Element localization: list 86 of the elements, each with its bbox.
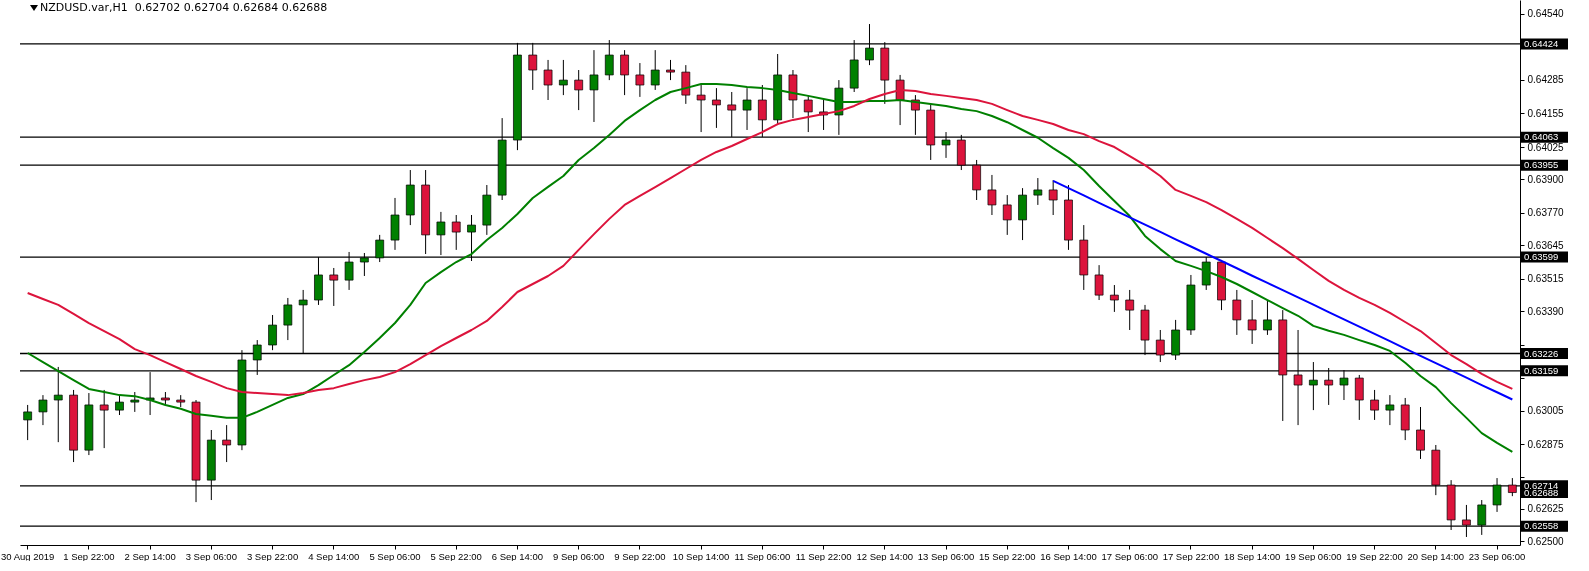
- candlestick: [1094, 264, 1104, 301]
- x-tick-label: 3 Sep 06:00: [185, 550, 237, 562]
- x-tick-label: 1 Sep 22:00: [63, 550, 115, 562]
- candlestick: [130, 391, 140, 413]
- candlestick: [1247, 299, 1257, 345]
- x-tick-label: 6 Sep 14:00: [491, 550, 544, 562]
- ref-line-label: 0.62558: [1524, 520, 1559, 532]
- candlestick: [589, 49, 599, 123]
- y-tick-label: 0.62625: [1527, 503, 1565, 515]
- ref-line-label: 0.63955: [1524, 159, 1559, 171]
- candlestick: [1416, 406, 1425, 460]
- candlestick: [1110, 284, 1119, 313]
- ref-line-label: 0.62714: [1524, 479, 1559, 491]
- candlestick: [635, 62, 645, 98]
- y-tick-label: 0.64155: [1527, 107, 1565, 119]
- candlestick: [53, 366, 63, 443]
- ref-line-label: 0.63599: [1524, 251, 1559, 263]
- candlestick: [742, 87, 752, 131]
- ref-line-label: 0.64424: [1524, 37, 1559, 49]
- candlestick: [987, 174, 997, 216]
- candlestick: [268, 314, 277, 351]
- x-tick-label: 30 Aug 2019: [0, 550, 55, 562]
- candlestick: [1263, 299, 1272, 336]
- x-tick-label: 16 Sep 14:00: [1040, 550, 1097, 562]
- x-tick-label: 11 Sep 22:00: [795, 550, 852, 562]
- candlestick: [283, 297, 293, 341]
- y-tick-label: 0.62875: [1527, 438, 1565, 450]
- candlestick: [543, 59, 553, 101]
- line-series: [1052, 179, 1514, 401]
- candlestick: [222, 424, 231, 463]
- y-tick-label: 0.64540: [1527, 8, 1565, 20]
- candlestick: [1354, 374, 1364, 421]
- x-tick-label: 17 Sep 22:00: [1162, 550, 1220, 562]
- x-tick-label: 4 Sep 14:00: [308, 550, 360, 562]
- x-tick-label: 13 Sep 06:00: [917, 550, 975, 562]
- x-tick-label: 9 Sep 06:00: [553, 550, 605, 562]
- x-tick-label: 15 Sep 22:00: [978, 550, 1036, 562]
- candlestick: [1002, 194, 1012, 236]
- y-tick-label: 0.63515: [1527, 273, 1565, 285]
- x-tick-label: 2 Sep 14:00: [124, 550, 176, 562]
- x-tick-label: 9 Sep 22:00: [614, 550, 666, 562]
- y-tick-label: 0.63900: [1527, 173, 1565, 185]
- x-tick-label: 17 Sep 06:00: [1101, 550, 1158, 562]
- candlestick: [696, 84, 706, 133]
- candlestick: [329, 267, 339, 307]
- candlestick: [23, 404, 32, 441]
- x-tick-label: 12 Sep 14:00: [856, 550, 914, 562]
- x-tick-label: 18 Sep 14:00: [1223, 550, 1281, 562]
- candlestick: [1232, 289, 1242, 336]
- x-tick-label: 19 Sep 06:00: [1285, 550, 1342, 562]
- ref-line-label: 0.64063: [1524, 131, 1559, 143]
- candlestick: [451, 214, 461, 251]
- y-tick-label: 0.63645: [1527, 239, 1565, 251]
- candlestick: [620, 49, 629, 96]
- x-tick-label: 23 Sep 06:00: [1468, 550, 1526, 562]
- candlestick: [666, 59, 675, 81]
- y-tick-label: 0.62500: [1527, 535, 1565, 547]
- candlestick: [803, 94, 813, 133]
- x-tick-label: 20 Sep 14:00: [1407, 550, 1465, 562]
- x-tick-label: 19 Sep 22:00: [1346, 550, 1403, 562]
- y-tick-label: 0.63390: [1527, 305, 1565, 317]
- candlestick: [650, 49, 660, 91]
- y-tick-label: 0.63770: [1527, 207, 1565, 219]
- candlestick: [1370, 389, 1379, 421]
- candlestick: [1385, 394, 1395, 426]
- y-tick-label: 0.64025: [1527, 141, 1565, 153]
- x-tick-label: 10 Sep 14:00: [672, 550, 730, 562]
- candlestick: [99, 389, 109, 449]
- candlestick: [1048, 179, 1058, 216]
- candlestick: [559, 59, 568, 96]
- x-tick-label: 5 Sep 22:00: [430, 550, 482, 562]
- candlestick: [712, 87, 721, 129]
- candlestick: [574, 69, 584, 111]
- x-tick-label: 5 Sep 06:00: [369, 550, 421, 562]
- y-tick-label: 0.63005: [1527, 405, 1565, 417]
- x-tick-label: 11 Sep 06:00: [734, 550, 791, 562]
- candlestick: [1033, 177, 1043, 206]
- candlestick: [38, 394, 48, 426]
- chart-title: NZDUSD.var,H1 0.62702 0.62704 0.62684 0.62688: [40, 1, 328, 14]
- y-tick-label: 0.64285: [1527, 74, 1565, 86]
- candlestick: [115, 394, 124, 416]
- candlestick: [1125, 289, 1135, 331]
- ref-line-label: 0.63226: [1524, 347, 1559, 359]
- candlestick: [681, 64, 691, 105]
- x-tick-label: 3 Sep 22:00: [246, 550, 299, 562]
- ref-line-label: 0.63159: [1524, 364, 1559, 376]
